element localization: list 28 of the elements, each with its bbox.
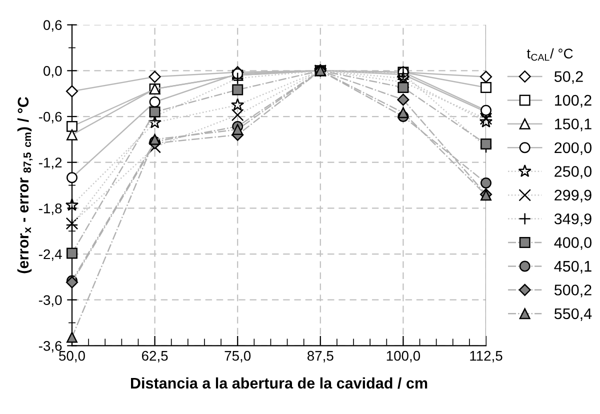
x-tick-label: 62,5 bbox=[142, 350, 168, 362]
legend-label: 299,9 bbox=[554, 190, 592, 202]
x-tick-label: 87,5 bbox=[307, 350, 334, 362]
x-tick-label: 75,0 bbox=[224, 350, 251, 362]
y-tick-label: 0,6 bbox=[44, 20, 62, 32]
legend-title: t$_{CAL}$/ °C bbox=[526, 48, 573, 61]
legend-label: 400,0 bbox=[554, 237, 592, 250]
legend-label: 450,1 bbox=[554, 260, 592, 274]
legend-label: 150,1 bbox=[555, 118, 592, 132]
x-tick-label: 100,0 bbox=[386, 350, 420, 362]
y-tick-label: -1,8 bbox=[38, 204, 62, 215]
x-tick-label: 112,5 bbox=[470, 350, 502, 362]
y-tick-label: 0,0 bbox=[44, 66, 62, 78]
x-tick-label: 50,0 bbox=[59, 350, 85, 362]
legend-label: 250,0 bbox=[554, 166, 592, 179]
y-axis-title: (error$_{x}$ - error $_{87,5 cm}$) / °C bbox=[17, 97, 33, 274]
y-tick-label: -3,0 bbox=[38, 295, 62, 307]
y-tick-label: -1,2 bbox=[38, 158, 62, 170]
legend-label: 100,2 bbox=[555, 94, 592, 108]
y-tick-label: -3,6 bbox=[38, 341, 62, 352]
legend-label: 200,0 bbox=[554, 142, 592, 155]
legend-label: 50,2 bbox=[554, 71, 583, 84]
y-tick-label: -0,6 bbox=[38, 112, 62, 124]
legend-label: 349,9 bbox=[554, 213, 592, 226]
x-axis-title: Distancia a la abertura de la cavidad / cm bbox=[131, 377, 428, 389]
y-tick-label: -2,4 bbox=[38, 249, 62, 261]
legend-label: 500,2 bbox=[554, 284, 592, 298]
legend-label: 550,4 bbox=[554, 308, 592, 321]
